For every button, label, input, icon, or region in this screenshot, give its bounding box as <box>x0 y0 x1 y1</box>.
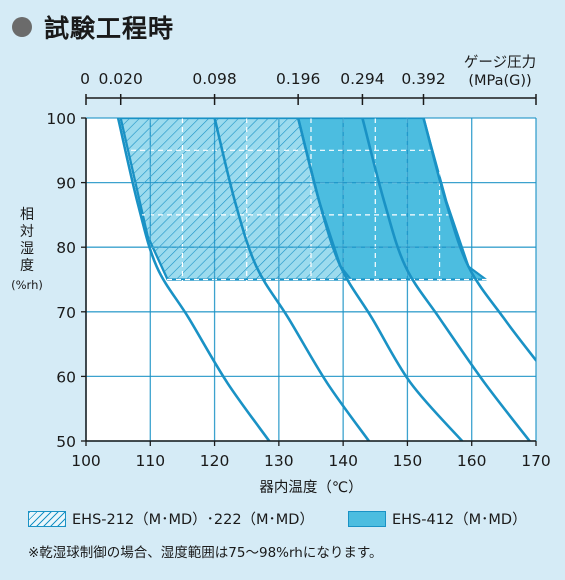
legend-item-ehs-212: EHS-212（M･MD）･222（M･MD） <box>28 508 314 529</box>
y-axis-title-part: 湿 <box>20 241 34 257</box>
x-tick-label: 150 <box>393 452 423 470</box>
pressure-curve-0.392 <box>422 118 536 362</box>
y-axis-title-part: 相 <box>20 207 34 223</box>
x-tick-label: 160 <box>457 452 487 470</box>
page-title: 試験工程時 <box>44 14 175 43</box>
pressure-tick-label: 0.294 <box>340 70 384 88</box>
legend-swatch-solid <box>347 510 386 527</box>
x-axis-title: 器内温度（℃） <box>259 479 362 496</box>
legend-label-ehs-212: EHS-212（M･MD）･222（M･MD） <box>72 512 314 528</box>
y-tick-label: 70 <box>56 304 76 322</box>
pressure-curve-0.196 <box>296 118 464 441</box>
y-tick-label: 50 <box>56 433 76 451</box>
y-tick-label: 80 <box>56 239 76 257</box>
x-tick-label: 130 <box>264 452 294 470</box>
y-tick-label: 100 <box>46 110 76 128</box>
section-heading: 試験工程時 <box>12 10 174 44</box>
pressure-tick-label: 0.392 <box>401 70 445 88</box>
legend-item-ehs-412: EHS-412（M･MD） <box>347 508 527 529</box>
x-tick-label: 140 <box>328 452 358 470</box>
pressure-curve-0.02 <box>116 118 271 441</box>
pressure-curve-layer <box>116 118 536 441</box>
pressure-curve-0.294 <box>361 118 531 441</box>
bullet-dot-icon <box>12 17 32 37</box>
x-tick-label: 110 <box>135 452 165 470</box>
x-tick-label: 120 <box>200 452 230 470</box>
pressure-tick-label: 0.020 <box>99 70 143 88</box>
x-tick-label: 100 <box>71 452 101 470</box>
pressure-axis-unit: (MPa(G)) <box>468 73 531 89</box>
legend-label-ehs-412: EHS-412（M･MD） <box>391 512 527 528</box>
y-tick-label: 60 <box>56 368 76 386</box>
y-axis-title-part: (%rh) <box>11 278 43 292</box>
pressure-curve-0.098 <box>213 118 371 441</box>
y-tick-label: 90 <box>56 175 76 193</box>
pressure-tick-label: 0 <box>80 70 90 88</box>
axis-layer: 100 110 120 130 140 150 160 170 50 60 70 80 90 100 器内温… <box>11 54 551 496</box>
test-process-chart: 100 110 120 130 140 150 160 170 50 60 70 80 90 100 器内温… <box>11 54 551 496</box>
pressure-axis-title: ゲージ圧力 <box>464 54 536 71</box>
x-tick-label: 170 <box>521 452 551 470</box>
y-axis-title-part: 対 <box>20 224 34 240</box>
y-axis-title-part: 度 <box>20 258 34 274</box>
pressure-tick-label: 0.196 <box>276 70 320 88</box>
pressure-tick-label: 0.098 <box>192 70 236 88</box>
footnote: ※乾湿球制御の場合、湿度範囲は75～98%rhになります。 <box>28 545 383 561</box>
legend-swatch-hatched <box>28 510 66 527</box>
legend: EHS-212（M･MD）･222（M･MD） EHS-412（M･MD） <box>28 508 527 529</box>
